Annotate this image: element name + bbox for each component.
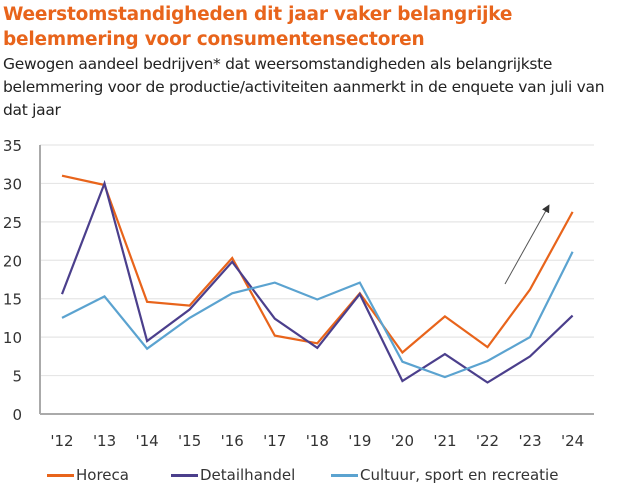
y-axis-ticks: 0 5 10 15 20 25 30 35 — [3, 137, 22, 424]
legend-item-cultuur: Cultuur, sport en recreatie — [331, 466, 558, 484]
series-line-detailhandel — [60, 179, 574, 384]
legend-swatch-cultuur — [331, 473, 358, 477]
y-tick-label: 35 — [3, 137, 22, 155]
x-axis-ticks: '12 '13 '14 '15 '16 '17 '18 '19 '20 '21 '22 '23 '24 — [50, 432, 584, 450]
x-tick-label: '22 — [476, 432, 499, 450]
legend-item-horeca: Horeca — [47, 466, 129, 484]
chart-subtitle: Gewogen aandeel bedrijven* dat weersomst… — [3, 55, 605, 119]
legend-swatch-horeca — [47, 473, 74, 477]
x-tick-label: '23 — [518, 432, 541, 450]
legend-item-detailhandel: Detailhandel — [171, 466, 295, 484]
legend-label-horeca: Horeca — [76, 466, 129, 484]
x-tick-label: '21 — [433, 432, 456, 450]
series-line-cultuur — [61, 251, 574, 379]
x-tick-label: '16 — [221, 432, 244, 450]
x-tick-label: '17 — [263, 432, 286, 450]
trend-arrow — [504, 204, 550, 285]
x-tick-label: '12 — [50, 432, 73, 450]
legend-label-detailhandel: Detailhandel — [200, 466, 296, 484]
series-lines — [60, 174, 574, 384]
trend-arrow-annotation — [504, 204, 550, 285]
gridlines — [40, 144, 594, 377]
series-line-horeca — [61, 174, 574, 355]
x-tick-label: '13 — [93, 432, 116, 450]
y-tick-label: 10 — [3, 329, 22, 347]
x-tick-label: '15 — [178, 432, 201, 450]
x-tick-label: '14 — [135, 432, 158, 450]
y-tick-label: 25 — [3, 214, 22, 232]
x-tick-label: '20 — [391, 432, 414, 450]
legend-swatch-detailhandel — [171, 473, 198, 477]
y-tick-label: 30 — [3, 175, 22, 193]
x-tick-label: '19 — [348, 432, 371, 450]
y-tick-label: 20 — [3, 252, 22, 270]
y-tick-label: 5 — [12, 368, 22, 386]
chart-title: Weerstomstandigheden dit jaar vaker bela… — [3, 4, 513, 50]
x-tick-label: '18 — [306, 432, 329, 450]
y-tick-label: 0 — [12, 406, 22, 424]
y-tick-label: 15 — [3, 291, 22, 309]
legend-label-cultuur: Cultuur, sport en recreatie — [360, 466, 559, 484]
x-tick-label: '24 — [561, 432, 584, 450]
